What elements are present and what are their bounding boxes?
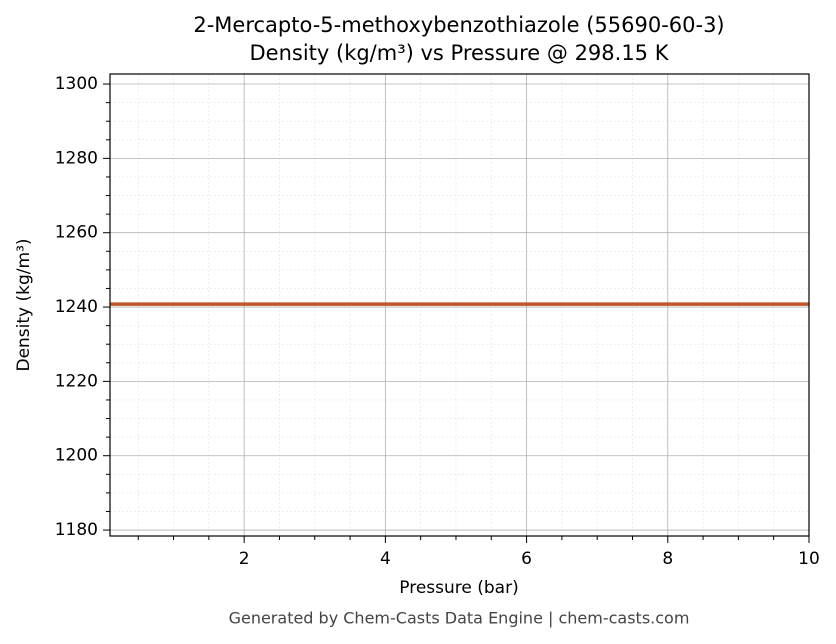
footer: Generated by Chem-Casts Data Engine | ch… [229, 609, 690, 628]
y-tick-label: 1180 [55, 520, 98, 540]
y-tick-label: 1200 [55, 446, 98, 466]
x-tick-label: 10 [798, 549, 820, 569]
y-tick-label: 1240 [55, 297, 98, 317]
x-tick-label: 8 [662, 549, 673, 569]
y-tick-label: 1300 [55, 74, 98, 94]
y-axis-label: Density (kg/m³) [14, 238, 34, 371]
chart-title: 2-Mercapto-5-methoxybenzothiazole (55690… [193, 13, 724, 37]
x-tick-label: 2 [239, 549, 250, 569]
x-tick-label: 4 [380, 549, 391, 569]
plot-frame [109, 73, 810, 537]
y-tick-label: 1280 [55, 148, 98, 168]
x-tick-label: 6 [521, 549, 532, 569]
y-tick-label: 1220 [55, 371, 98, 391]
chart-subtitle: Density (kg/m³) vs Pressure @ 298.15 K [249, 41, 669, 65]
x-axis-label: Pressure (bar) [399, 578, 518, 598]
y-tick-label: 1260 [55, 223, 98, 243]
